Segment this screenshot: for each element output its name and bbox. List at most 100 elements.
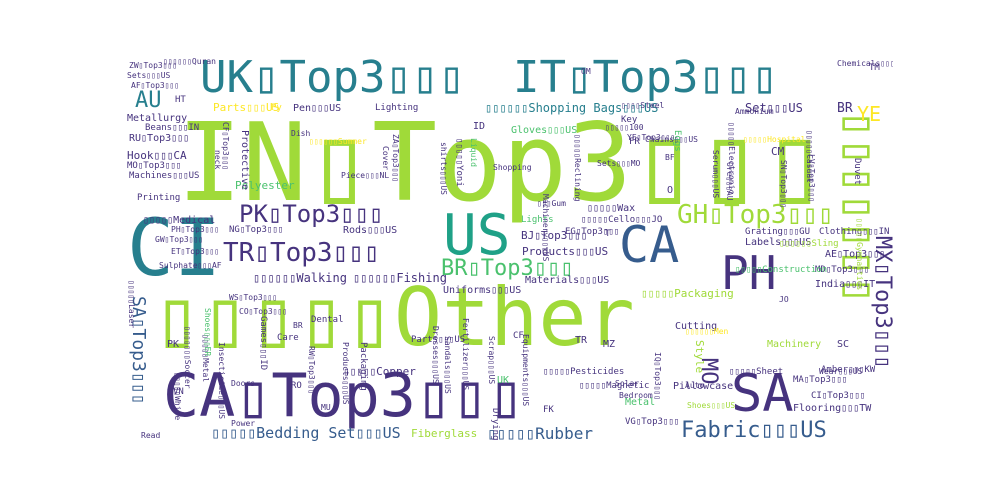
word: RO <box>291 381 302 391</box>
word: UK <box>497 375 510 386</box>
word: ▯▯▯▯▯▯Summer <box>309 137 367 146</box>
word: Serum▯▯▯US <box>711 150 720 199</box>
word: CI <box>127 204 221 294</box>
word: UK▯Top3▯▯▯ <box>200 52 465 103</box>
word: IN▯Top3▯▯▯ <box>177 101 828 226</box>
word-cloud: IN▯Top3▯▯▯ ▯▯▯▯▯Other CA▯Top3▯▯▯ UK▯Top3… <box>125 50 893 450</box>
word: Set▯▯▯US <box>745 101 803 115</box>
word: ▯▯▯▯▯Other <box>153 271 635 364</box>
word: ▯▯▯▯▯Magnetic <box>579 381 650 391</box>
word: BR▯Top3▯▯▯ <box>441 256 574 281</box>
word: TR▯Top3▯▯▯ <box>223 238 380 268</box>
word: Care <box>277 333 299 343</box>
word: Doors <box>231 379 256 388</box>
word: MD▯Top3▯▯▯ <box>815 265 870 275</box>
word: VN <box>173 387 184 397</box>
word: BR <box>837 101 853 116</box>
word: YE▯Top3▯▯▯ <box>627 133 676 142</box>
word: Cover <box>381 146 390 171</box>
word: CF <box>513 331 524 341</box>
word: Shoes▯▯▯ER <box>203 308 212 357</box>
word: neck <box>213 150 222 170</box>
word: ▯▯▯▯▯▯Fishing <box>353 271 447 285</box>
word: HT <box>175 95 186 105</box>
word: IT▯Top3▯▯▯ <box>513 52 778 103</box>
word: BF <box>665 153 675 162</box>
word: CA <box>619 216 680 274</box>
word: Parts▯▯▯US <box>213 101 280 114</box>
word: Fabric▯▯▯US <box>681 418 827 443</box>
word: ▯▯▯▯Steel <box>621 101 665 110</box>
word: CF▯Top3▯▯▯ <box>221 122 230 171</box>
word: Protective <box>239 130 250 191</box>
word: EG▯Top3▯▯▯ <box>565 227 620 237</box>
word: MO▯Top3▯▯▯ <box>127 161 182 171</box>
word: India▯▯▯IT <box>815 279 876 290</box>
word: Polyester <box>235 179 295 192</box>
word: ▯▯▯▯▯▯▯Soccer <box>183 326 192 389</box>
word: Style <box>693 340 706 374</box>
word: ▯▯▯▯▯Construction <box>735 265 828 275</box>
word: Labels▯▯▯US <box>745 237 812 248</box>
word: Piece▯▯▯NL <box>341 171 390 180</box>
word: ▯▯▯▯▯100 <box>605 123 644 132</box>
word: AU <box>135 88 162 113</box>
word: ▯▯▯▯▯Wax <box>587 203 636 214</box>
word: Sets▯▯▯US <box>127 71 171 80</box>
word: ▯▯▯▯▯Pesticides <box>543 367 625 377</box>
word: Pen▯▯▯US <box>293 103 342 114</box>
word: Dish <box>291 129 311 138</box>
word: Dental <box>311 315 344 325</box>
word: PH▯Top3▯▯▯ <box>171 225 220 234</box>
word: T <box>605 229 611 239</box>
word: Grating▯▯▯GU <box>745 227 811 237</box>
word: RW▯Top3▯▯▯ <box>307 346 316 395</box>
word: Uniforms▯▯▯US <box>443 285 522 296</box>
word: Shoes▯▯▯US <box>687 401 736 410</box>
word: Machinery <box>767 339 822 350</box>
word: Solar <box>615 379 640 388</box>
word: ▯▯▯▯▯Yoni <box>454 138 464 187</box>
word: Metallurgy <box>127 113 188 124</box>
word: Ammonium <box>735 107 774 116</box>
word: Power <box>231 419 256 428</box>
word: Materials▯▯▯US <box>525 275 610 286</box>
word: SN▯Top3▯▯▯ <box>779 160 788 209</box>
word: VG▯Top3▯▯▯ <box>625 417 680 427</box>
word: Rods▯▯▯US <box>343 225 398 236</box>
word: Clothing▯▯▯IN <box>819 227 890 237</box>
word: Liquid <box>469 138 478 167</box>
word: GW▯Top3▯▯▯ <box>155 235 204 244</box>
word: O <box>667 185 674 196</box>
word: ▯▯▯▯▯Rubber <box>487 424 593 443</box>
word: Metal <box>625 397 656 408</box>
word: US <box>443 203 511 268</box>
word: Fiberglass <box>411 427 478 440</box>
word: ▯▯▯▯▯Gymnastics <box>855 218 864 291</box>
word: Machines▯▯▯US <box>129 171 200 181</box>
word: Fertilizer▯▯▯US <box>461 318 470 391</box>
word: Py <box>271 103 282 113</box>
word: LV▯Top3▯▯▯ <box>807 154 816 203</box>
word: TR <box>575 335 588 346</box>
word: ▯▯▯▯▯▯Quran <box>163 57 216 66</box>
word: ▯▯▯▯▯Reclining <box>573 134 582 202</box>
word: ▯▯▯▯▯▯Shopping Bags▯▯▯US <box>485 101 659 115</box>
word: BR <box>293 321 303 330</box>
word: PK▯Top3▯▯▯ <box>239 200 384 228</box>
word: Packaging <box>358 342 368 391</box>
word: AE▯Top3▯▯▯ <box>825 249 886 260</box>
word: ▯▯▯▯▯Packaging <box>641 287 734 300</box>
word: Equipments▯▯▯US <box>521 334 530 407</box>
word: MZ <box>603 339 616 350</box>
word: Cutting <box>675 321 718 332</box>
word: Lighting <box>375 103 419 113</box>
word: Chains▯▯▯US <box>645 135 698 144</box>
word: NG▯Top3▯▯▯ <box>229 225 284 235</box>
word: GH▯Top3▯▯▯ <box>677 200 834 230</box>
word: ZA▯Top3▯▯▯ <box>391 134 400 183</box>
word: OM <box>581 67 591 76</box>
word: Beans▯▯▯IN <box>145 123 200 133</box>
word: shirts▯▯▯US <box>439 142 448 195</box>
word: WS▯Top3▯▯▯ <box>229 293 278 302</box>
